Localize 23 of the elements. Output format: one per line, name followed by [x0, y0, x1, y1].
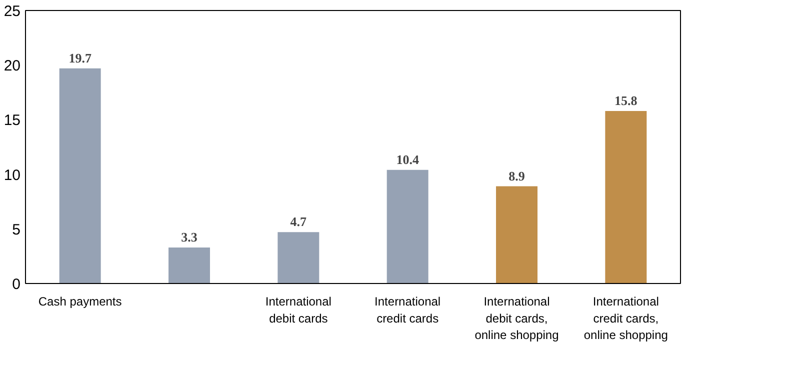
- y-tick-label: 10: [4, 166, 21, 184]
- y-tick-label: 5: [12, 221, 20, 238]
- bar: [386, 170, 428, 284]
- y-tick-label: 20: [4, 58, 21, 75]
- bar: [59, 68, 101, 284]
- data-label: 3.3: [181, 229, 198, 244]
- y-tick-label: 25: [4, 3, 21, 20]
- y-tick-label: 0: [12, 276, 20, 293]
- bar: [605, 110, 647, 284]
- data-label: 10.4: [396, 152, 420, 167]
- bar: [496, 186, 538, 284]
- x-tick-label: International debit cards, online shopping: [474, 294, 559, 342]
- x-tick-label: International debit cards: [265, 294, 332, 326]
- bar: [168, 247, 210, 284]
- data-label: 19.7: [68, 50, 92, 66]
- data-label: 4.7: [290, 214, 308, 230]
- bar: [278, 232, 320, 284]
- data-label: 15.8: [614, 92, 638, 108]
- x-tick-label: International credit cards: [374, 294, 441, 326]
- x-tick-label: Cash payments: [38, 294, 122, 308]
- x-tick-label: International credit cards, online shopping: [584, 294, 668, 342]
- data-label: 8.9: [508, 168, 526, 184]
- y-tick-label: 15: [4, 112, 21, 130]
